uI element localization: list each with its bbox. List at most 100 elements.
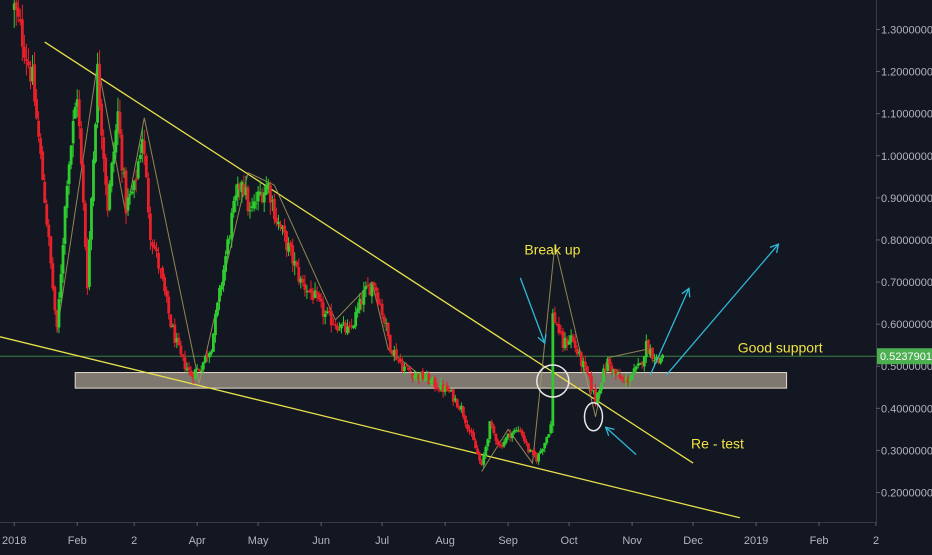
candle [413,370,417,382]
candle-body [622,380,626,382]
upper-trendline[interactable] [44,41,694,464]
candle [258,180,262,196]
candle [396,359,400,364]
candle [134,169,138,193]
candle [535,452,538,464]
candle [232,196,236,218]
candle [459,402,463,413]
candle-body [413,375,417,379]
break-up-arrow[interactable] [519,277,547,345]
candle-body [53,286,57,311]
candle [177,332,181,346]
candle [293,252,297,276]
candle-body [451,389,455,402]
retest-circle[interactable] [583,402,604,432]
candle-body [600,382,604,390]
candle-body [79,128,83,165]
target-arrow-short[interactable] [649,287,691,375]
candle [433,375,437,392]
candle-body [29,66,32,82]
candle [327,307,331,316]
candle-body [252,201,256,209]
candle-body [350,325,354,327]
candle-body [187,367,191,370]
candle-body [630,374,634,380]
x-tick-label: 2 [131,535,137,547]
candle [118,99,122,138]
candle [35,89,38,120]
candle [610,362,614,376]
candle-body [344,322,347,332]
candle [171,323,175,328]
candle [423,373,427,382]
candle [661,353,664,362]
candle [622,375,626,384]
candle-body [545,436,549,444]
candle-body [655,357,658,361]
candle [559,324,563,336]
candle [472,428,475,441]
candle-body [185,368,189,371]
candle-body [331,324,335,326]
candle-body [421,371,425,380]
lower-trendline[interactable] [0,336,740,519]
candle [439,378,443,392]
candle-body [289,242,293,247]
candle [598,387,601,399]
candle-body [321,302,325,317]
candle [55,309,59,332]
candle-body [352,325,356,329]
candle [333,319,337,330]
candle-body [439,383,443,390]
candle-body [342,322,345,324]
candle-body [120,134,124,171]
breakout-circle[interactable] [536,364,570,398]
candle-body [189,370,193,377]
candle [151,239,154,255]
candle [242,175,246,198]
candle-body [551,313,555,426]
candle-body [205,355,209,358]
candle-body [303,283,307,290]
candle [142,129,146,165]
candle [146,172,150,219]
candle [626,375,630,387]
candle [480,459,484,467]
candle-body [474,440,478,449]
candle [527,442,530,454]
candle-body [496,440,500,445]
candle [228,234,232,245]
candle-body [535,455,538,462]
candle-body [116,111,120,132]
candle [390,349,394,357]
candle [71,109,75,158]
candle [12,0,16,28]
candle-body [478,453,482,461]
retest-arrow[interactable] [604,426,637,456]
candle-body [443,386,447,392]
candle [248,201,252,219]
candle [583,355,587,371]
candle [120,129,124,183]
candle-body [151,242,154,246]
candle [476,445,480,455]
candle-body [315,292,319,295]
x-tick-label: Jul [375,535,389,547]
candle [502,439,506,449]
candle-body [155,248,158,252]
candle [224,250,228,281]
candle [303,275,307,297]
candle [342,316,345,326]
target-arrow-long[interactable] [666,243,780,376]
x-tick-label: Feb [68,535,87,547]
candle [214,309,217,343]
candle [358,293,362,314]
candle [417,373,421,385]
candle [230,208,234,248]
candle-body [549,424,553,434]
candle-body [425,373,429,380]
candle [100,98,104,150]
candle-body [354,312,358,327]
